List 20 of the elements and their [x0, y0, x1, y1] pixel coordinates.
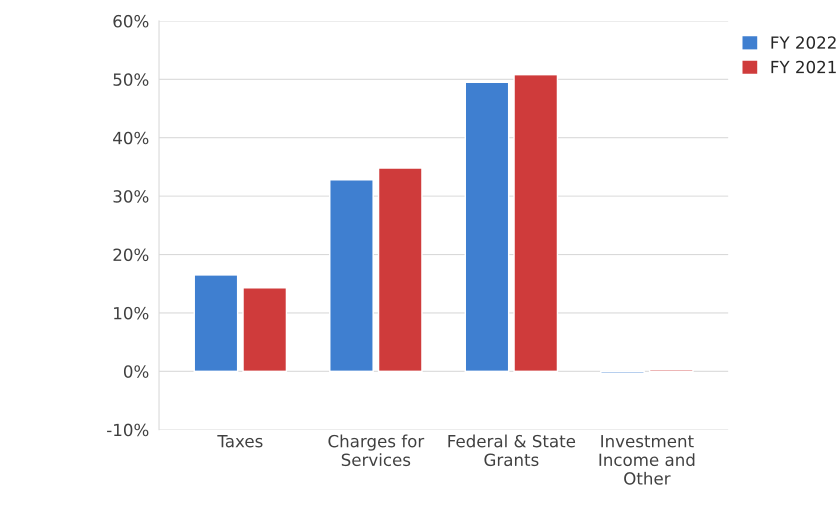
bar	[513, 74, 558, 372]
bar	[329, 179, 374, 372]
y-tick-label: 60%	[113, 14, 148, 28]
y-tick-label: 20%	[113, 248, 148, 262]
x-tick-label: Federal & State Grants	[448, 434, 576, 466]
legend-label: FY 2021	[771, 60, 836, 74]
bar	[464, 82, 510, 372]
x-tick-label: Taxes	[217, 435, 262, 448]
y-tick-label: 0%	[124, 365, 148, 378]
x-tick-label: Investment Income and Other	[600, 435, 694, 485]
y-tick-label: 50%	[114, 73, 148, 86]
bar	[194, 274, 238, 372]
y-tick-label: 40%	[113, 132, 148, 144]
bar	[378, 167, 423, 372]
bar	[242, 287, 288, 372]
x-tick-label: Charges for Services	[328, 434, 424, 466]
y-tick-label: 30%	[114, 190, 148, 203]
y-tick-label: -10%	[107, 424, 148, 436]
y-tick-label: 10%	[114, 306, 148, 320]
legend-label: FY 2022	[771, 36, 836, 49]
